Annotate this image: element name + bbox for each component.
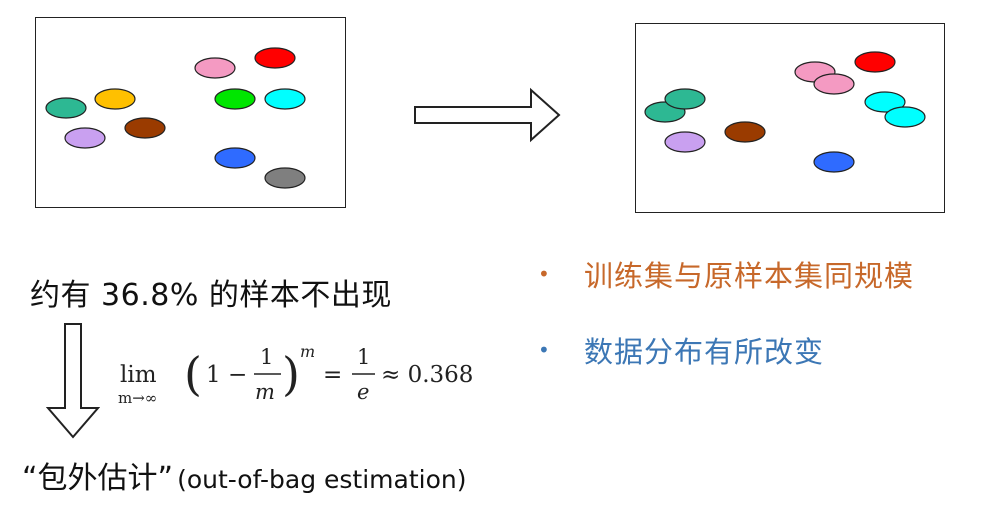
formula-limit-subscript: m→∞ xyxy=(118,389,157,407)
sample-point-brown xyxy=(124,117,166,139)
sample-point-blue xyxy=(813,151,855,173)
formula-open-paren: ( xyxy=(184,347,202,401)
sample-point-purple xyxy=(664,131,706,153)
sample-point-teal xyxy=(45,97,87,119)
out-of-bag-chinese: “包外估计” xyxy=(22,461,174,496)
sample-point-red xyxy=(254,47,296,69)
formula-fraction-numerator: 1 xyxy=(260,345,273,369)
formula-one: 1 xyxy=(206,362,221,388)
sample-point-pink xyxy=(194,57,236,79)
right-arrow-icon xyxy=(414,87,561,143)
formula-lim: lim xyxy=(120,362,157,388)
formula-rhs-numerator: 1 xyxy=(357,345,370,369)
sample-point-teal xyxy=(664,88,706,110)
bullet-text: 训练集与原样本集同规模 xyxy=(584,259,915,293)
sample-point-gray xyxy=(264,167,306,189)
formula-equals: = xyxy=(323,362,342,388)
bullet-text: 数据分布有所改变 xyxy=(584,335,825,369)
bullet-item-distribution-changed: • 数据分布有所改变 xyxy=(538,329,824,371)
formula-exponent: m xyxy=(300,342,315,361)
original-sample-panel xyxy=(35,17,346,208)
formula-approx-value: ≈ 0.368 xyxy=(381,362,473,388)
sample-point-pink xyxy=(813,73,855,95)
bullet-dot-icon: • xyxy=(538,262,551,286)
limit-formula: lim m→∞ ( 1 − 1 m ) m = 1 e ≈ 0.368 xyxy=(118,342,473,407)
sample-point-yellow xyxy=(94,88,136,110)
down-arrow-icon xyxy=(46,323,100,439)
sample-point-brown xyxy=(724,121,766,143)
out-of-bag-label: “包外估计” (out-of-bag estimation) xyxy=(22,453,467,497)
bootstrap-sample-plot xyxy=(644,51,926,173)
formula-rhs-denominator: e xyxy=(357,380,369,404)
sample-point-purple xyxy=(64,127,106,149)
out-of-sample-statement: 约有 36.8% 的样本不出现 xyxy=(30,278,392,313)
sample-point-cyan xyxy=(884,106,926,128)
sample-point-blue xyxy=(214,147,256,169)
formula-close-paren: ) xyxy=(282,347,300,401)
sample-point-cyan xyxy=(864,91,906,113)
formula-minus: − xyxy=(228,362,247,388)
sample-point-green xyxy=(214,88,256,110)
bullet-dot-icon: • xyxy=(538,338,551,362)
out-of-bag-english: (out-of-bag estimation) xyxy=(177,465,467,494)
bullet-item-same-size: • 训练集与原样本集同规模 xyxy=(538,253,914,295)
bootstrap-sample-panel xyxy=(635,23,945,213)
original-sample-plot xyxy=(45,47,306,189)
formula-fraction-denominator: m xyxy=(255,380,275,404)
sample-point-cyan xyxy=(264,88,306,110)
sample-point-red xyxy=(854,51,896,73)
